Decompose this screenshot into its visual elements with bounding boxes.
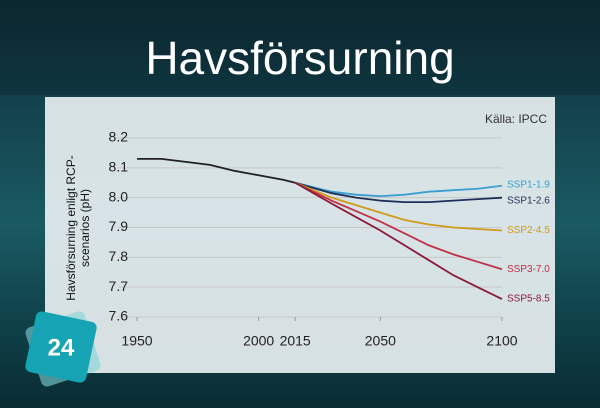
title-band: [0, 0, 600, 95]
series-label: SSP1-1.9: [507, 179, 550, 190]
series-line: [294, 181, 503, 271]
y-tick-label: 8.1: [109, 159, 129, 175]
plot: 7.6 7.7 7.8 7.9 8.0 8.1 8.2 1950 2000 2015 2050 210…: [109, 129, 551, 349]
y-label: Havsförsurning enligt RCP- scenarios (pH…: [64, 155, 92, 300]
series-line: [294, 181, 503, 198]
y-tick-label: 7.8: [109, 248, 129, 264]
y-tick-label: 7.7: [109, 278, 129, 294]
y-label-line: scenarios (pH): [78, 189, 92, 267]
x-tick-label: 2015: [280, 333, 311, 349]
slide-title: Havsförsurning: [145, 32, 454, 84]
series-line: [294, 181, 503, 300]
series-line: [294, 181, 503, 204]
series-line: [294, 181, 503, 232]
x-tick-label: 2100: [486, 333, 517, 349]
y-tick-label: 7.9: [109, 218, 129, 234]
y-label-line: Havsförsurning enligt RCP-: [64, 155, 78, 300]
x-tick-label: 2050: [365, 333, 396, 349]
badge: 24: [25, 311, 101, 387]
y-tick-label: 8.0: [109, 188, 129, 204]
source: Källa: IPCC: [485, 112, 547, 126]
badge-front: [25, 311, 97, 383]
x-tick-label: 1950: [121, 333, 152, 349]
y-tick-label: 7.6: [109, 308, 129, 324]
series-label: SSP1-2.6: [507, 195, 550, 206]
series-label: SSP3-7.0: [507, 264, 550, 275]
series-label: SSP5-8.5: [507, 294, 550, 305]
page-number: 24: [48, 334, 75, 361]
series-label: SSP2-4.5: [507, 225, 550, 236]
chart-panel: [45, 97, 555, 373]
y-tick-label: 8.2: [109, 129, 129, 145]
x-tick-label: 2000: [243, 333, 274, 349]
series-line: [137, 157, 296, 184]
